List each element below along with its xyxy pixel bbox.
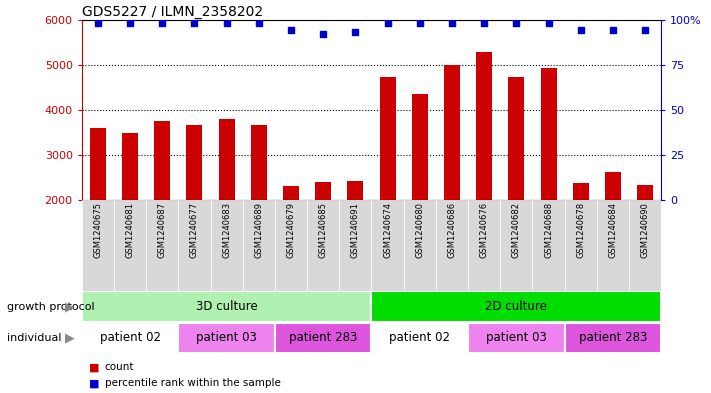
Bar (468, 200, 501, 291)
Text: growth protocol: growth protocol (7, 301, 95, 312)
Point (350, 29, 361, 35)
Text: GSM1240687: GSM1240687 (158, 202, 167, 258)
Text: GSM1240691: GSM1240691 (351, 202, 360, 258)
Point (639, 28, 651, 34)
Point (318, 31, 329, 37)
Point (543, 20, 555, 26)
Bar (444, 65, 460, 200)
Point (124, 20, 136, 26)
Text: patient 283: patient 283 (289, 331, 358, 345)
Bar (283, 185, 299, 200)
Bar (307, 200, 339, 291)
Text: GSM1240676: GSM1240676 (480, 202, 488, 258)
Text: percentile rank within the sample: percentile rank within the sample (105, 378, 280, 388)
Text: GSM1240682: GSM1240682 (512, 202, 521, 258)
Text: GSM1240688: GSM1240688 (544, 202, 553, 258)
Point (221, 20, 232, 26)
Bar (380, 77, 395, 200)
Bar (508, 77, 525, 200)
Bar (501, 200, 533, 291)
Text: patient 03: patient 03 (486, 331, 547, 345)
Bar (114, 200, 146, 291)
Point (188, 20, 200, 26)
Text: ▶: ▶ (65, 300, 75, 313)
Text: GSM1240681: GSM1240681 (126, 202, 134, 258)
Bar (154, 121, 171, 200)
Bar (178, 200, 210, 291)
Bar (218, 119, 235, 200)
Text: GSM1240690: GSM1240690 (641, 202, 650, 258)
Bar (90, 128, 106, 200)
Point (156, 20, 168, 26)
Bar (275, 323, 371, 353)
Bar (540, 68, 557, 200)
Text: GSM1240684: GSM1240684 (609, 202, 617, 258)
Bar (371, 292, 661, 321)
Point (253, 20, 264, 26)
Point (92, 20, 104, 26)
Bar (210, 200, 242, 291)
Text: GSM1240678: GSM1240678 (576, 202, 585, 258)
Bar (371, 200, 404, 291)
Point (382, 20, 393, 26)
Bar (146, 200, 178, 291)
Text: GSM1240685: GSM1240685 (319, 202, 328, 258)
Text: GSM1240675: GSM1240675 (93, 202, 102, 258)
Bar (565, 323, 661, 353)
Text: GSM1240674: GSM1240674 (383, 202, 392, 258)
Point (447, 20, 458, 26)
Text: GSM1240683: GSM1240683 (222, 202, 231, 258)
Bar (178, 323, 275, 353)
Bar (597, 200, 629, 291)
Text: patient 03: patient 03 (196, 331, 257, 345)
Bar (348, 180, 363, 200)
Point (285, 28, 296, 34)
Text: ■: ■ (89, 378, 100, 388)
Text: ▶: ▶ (65, 331, 75, 345)
Text: GSM1240679: GSM1240679 (287, 202, 296, 258)
Text: GSM1240677: GSM1240677 (190, 202, 199, 258)
Bar (82, 323, 178, 353)
Point (479, 20, 490, 26)
Point (607, 28, 619, 34)
Text: GSM1240686: GSM1240686 (447, 202, 456, 258)
Bar (637, 185, 653, 200)
Text: patient 283: patient 283 (579, 331, 647, 345)
Bar (533, 200, 565, 291)
Bar (404, 200, 436, 291)
Bar (251, 125, 267, 200)
Text: patient 02: patient 02 (390, 331, 450, 345)
Bar (476, 52, 492, 200)
Text: 2D culture: 2D culture (486, 300, 547, 313)
Bar (572, 183, 589, 200)
Bar (371, 323, 468, 353)
Bar (412, 94, 428, 200)
Point (575, 28, 587, 34)
Bar (242, 200, 275, 291)
Bar (122, 132, 138, 200)
Bar (315, 182, 331, 200)
Bar (605, 173, 621, 200)
Bar (82, 292, 371, 321)
Bar (339, 200, 371, 291)
Bar (629, 200, 661, 291)
Text: GDS5227 / ILMN_2358202: GDS5227 / ILMN_2358202 (82, 5, 263, 18)
Text: count: count (105, 362, 134, 373)
Bar (565, 200, 597, 291)
Point (510, 20, 522, 26)
Bar (436, 200, 468, 291)
Text: individual: individual (7, 333, 62, 343)
Text: ■: ■ (89, 362, 100, 373)
Bar (186, 125, 203, 200)
Text: 3D culture: 3D culture (196, 300, 257, 313)
Bar (468, 323, 565, 353)
Bar (275, 200, 307, 291)
Text: GSM1240689: GSM1240689 (255, 202, 263, 258)
Bar (82, 200, 114, 291)
Text: patient 02: patient 02 (100, 331, 161, 345)
Text: GSM1240680: GSM1240680 (415, 202, 424, 258)
Point (414, 20, 425, 26)
